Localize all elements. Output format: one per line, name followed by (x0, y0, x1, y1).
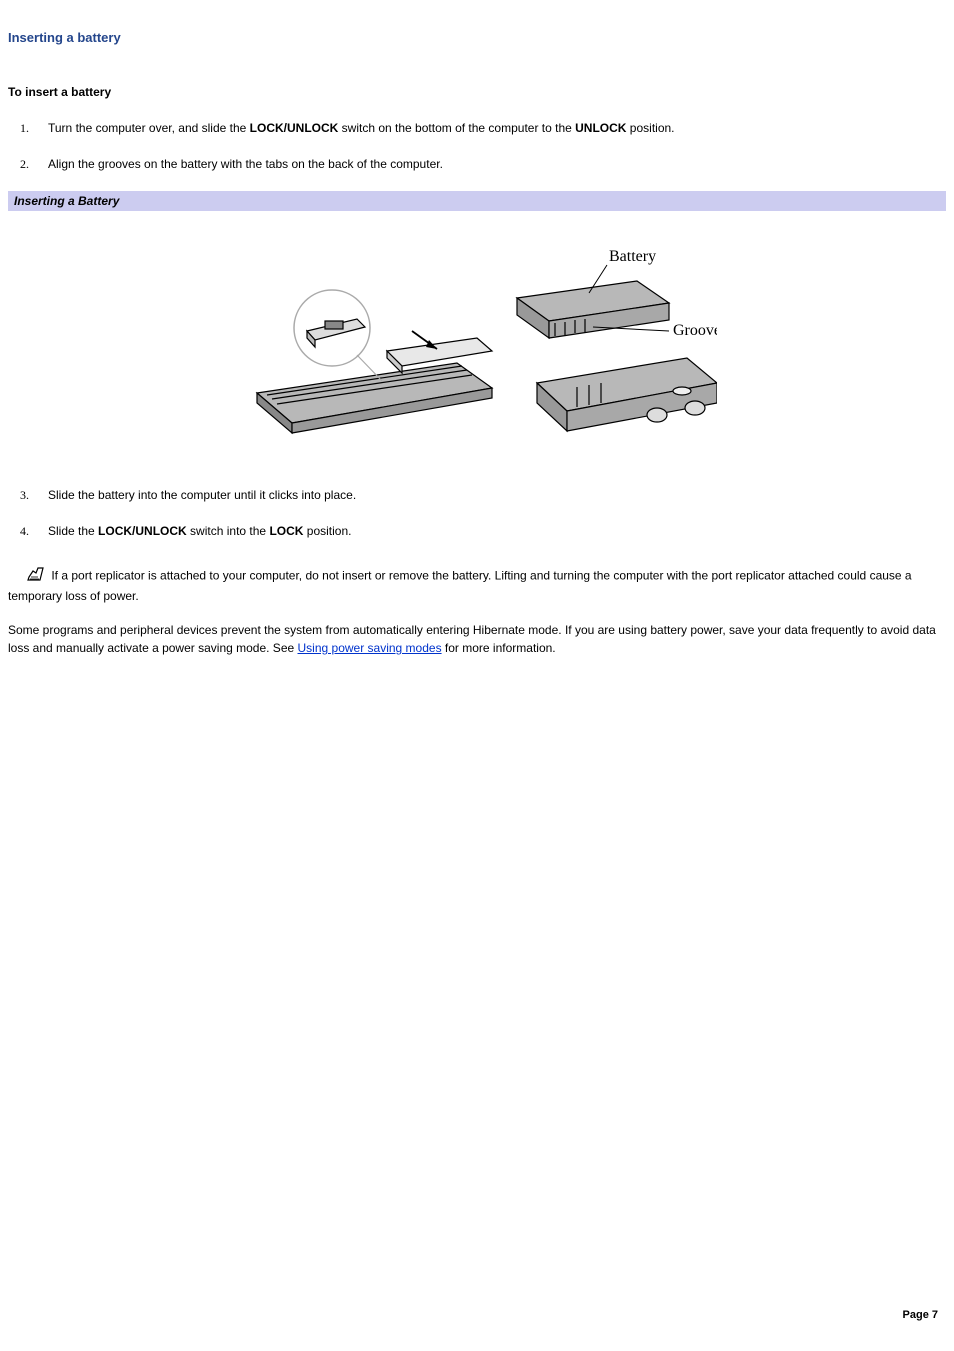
section-subtitle: To insert a battery (8, 85, 946, 99)
figure-label-grooves: Grooves (673, 322, 717, 339)
list-number: 1. (20, 119, 29, 137)
note-text: If a port replicator is attached to your… (8, 569, 912, 603)
list-text: Slide the battery into the computer unti… (48, 488, 356, 502)
bold-text: LOCK/UNLOCK (250, 121, 339, 135)
note-paragraph: If a port replicator is attached to your… (8, 566, 946, 605)
list-text: position. (626, 121, 674, 135)
note-icon (26, 566, 46, 587)
note-paragraph: Some programs and peripheral devices pre… (8, 621, 946, 657)
power-saving-modes-link[interactable]: Using power saving modes (298, 641, 442, 655)
list-number: 3. (20, 486, 29, 504)
bold-text: LOCK (269, 524, 303, 538)
note-text: for more information. (442, 641, 556, 655)
steps-list-lower: 3. Slide the battery into the computer u… (48, 486, 946, 540)
list-text: switch into the (187, 524, 270, 538)
steps-list-upper: 1. Turn the computer over, and slide the… (48, 119, 946, 173)
bold-text: LOCK/UNLOCK (98, 524, 187, 538)
list-item: 3. Slide the battery into the computer u… (48, 486, 946, 504)
list-text: switch on the bottom of the computer to … (338, 121, 575, 135)
battery-insertion-diagram: Battery Grooves (237, 223, 717, 443)
page-title: Inserting a battery (8, 30, 946, 45)
bold-text: UNLOCK (575, 121, 626, 135)
list-number: 2. (20, 155, 29, 173)
figure-container: Battery Grooves (8, 223, 946, 446)
page-number: Page 7 (903, 1309, 938, 1321)
list-item: 1. Turn the computer over, and slide the… (48, 119, 946, 137)
list-text: position. (303, 524, 351, 538)
list-text: Align the grooves on the battery with th… (48, 157, 443, 171)
figure-caption-header: Inserting a Battery (8, 191, 946, 211)
list-item: 4. Slide the LOCK/UNLOCK switch into the… (48, 522, 946, 540)
list-text: Slide the (48, 524, 98, 538)
figure-label-battery: Battery (609, 248, 656, 265)
list-number: 4. (20, 522, 29, 540)
note-section: If a port replicator is attached to your… (8, 566, 946, 657)
list-item: 2. Align the grooves on the battery with… (48, 155, 946, 173)
list-text: Turn the computer over, and slide the (48, 121, 250, 135)
